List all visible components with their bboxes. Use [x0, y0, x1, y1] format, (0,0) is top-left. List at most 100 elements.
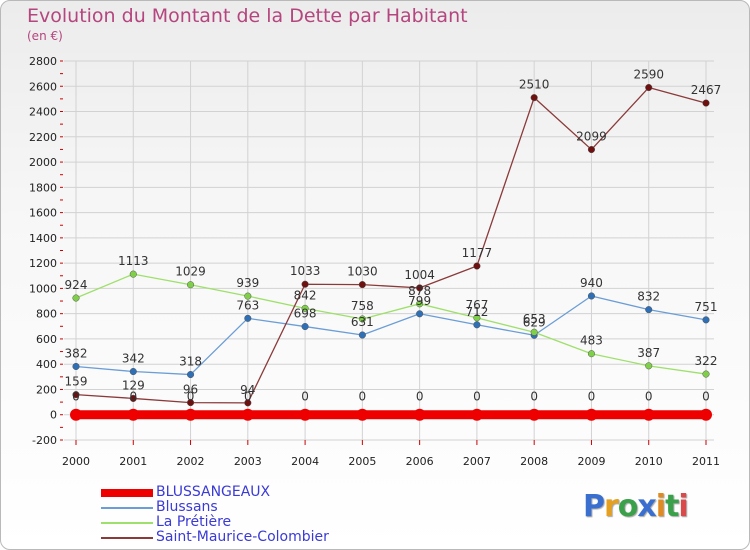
- data-point: [358, 331, 366, 339]
- y-tick-label: 2400: [29, 106, 57, 119]
- y-tick-label: 1400: [29, 232, 57, 245]
- x-tick-label: 2007: [463, 455, 491, 468]
- data-label: 1030: [347, 265, 378, 279]
- proxiti-logo: Proxiti: [583, 489, 689, 524]
- x-tick-label: 2002: [177, 455, 205, 468]
- data-point: [530, 328, 538, 336]
- data-point: [702, 370, 710, 378]
- data-point: [244, 292, 252, 300]
- data-label: 1029: [175, 265, 206, 279]
- data-point: [356, 408, 369, 421]
- chart-title: Evolution du Montant de la Dette par Hab…: [27, 5, 468, 27]
- data-label: 0: [530, 390, 538, 404]
- legend-label: Saint-Maurice-Colombier: [156, 529, 329, 545]
- data-point: [416, 284, 424, 292]
- data-label: 382: [65, 346, 88, 360]
- data-point: [301, 323, 309, 331]
- data-label: 2467: [691, 83, 722, 97]
- data-label: 2510: [519, 78, 550, 92]
- data-label: 842: [294, 288, 317, 302]
- data-point: [244, 314, 252, 322]
- y-tick-label: -200: [32, 434, 57, 447]
- data-point: [528, 408, 541, 421]
- data-label: 0: [301, 390, 309, 404]
- data-label: 0: [645, 390, 653, 404]
- data-label: 763: [236, 298, 259, 312]
- data-label: 0: [129, 390, 137, 404]
- data-point: [702, 316, 710, 324]
- series-layer: [70, 83, 712, 421]
- data-label: 939: [236, 276, 259, 290]
- logo-letter: x: [637, 489, 656, 524]
- data-point: [184, 408, 197, 421]
- data-label: 387: [637, 346, 660, 360]
- data-label: 129: [122, 378, 145, 392]
- data-label: 0: [72, 390, 80, 404]
- data-label: 767: [465, 298, 488, 312]
- data-point: [186, 399, 195, 407]
- data-label: 1113: [118, 254, 149, 268]
- x-tick-label: 2009: [577, 455, 605, 468]
- legend-swatch: [101, 537, 153, 539]
- data-label: 96: [183, 383, 198, 397]
- data-point: [127, 408, 140, 421]
- data-label: 698: [294, 307, 317, 321]
- legend-label: La Prétière: [156, 514, 232, 530]
- data-point: [358, 315, 366, 323]
- data-point: [416, 310, 424, 318]
- y-tick-label: 2800: [29, 55, 57, 68]
- logo-letter: t: [665, 489, 679, 524]
- y-tick-label: 1600: [29, 207, 57, 220]
- data-label: 940: [580, 276, 603, 290]
- data-point: [416, 300, 424, 308]
- data-label: 832: [637, 290, 660, 304]
- data-point: [470, 408, 483, 421]
- data-label: 1004: [404, 268, 435, 282]
- data-label: 0: [359, 390, 367, 404]
- y-tick-label: 400: [36, 358, 57, 371]
- logo-letter: r: [604, 489, 619, 524]
- data-label: 0: [473, 390, 481, 404]
- logo-letter: o: [617, 489, 639, 524]
- data-label: 631: [351, 315, 374, 329]
- data-point: [241, 408, 254, 421]
- data-label: 2099: [576, 130, 607, 144]
- data-label: 0: [702, 390, 710, 404]
- y-tick-label: 1200: [29, 257, 57, 270]
- data-point: [585, 408, 598, 421]
- data-point: [301, 304, 309, 312]
- label-layer: 382 342 3187636986317997126299408327519241…: [65, 68, 722, 404]
- x-tick-label: 2001: [119, 455, 147, 468]
- y-tick-label: 1000: [29, 282, 57, 295]
- logo-letter: i: [678, 489, 688, 524]
- data-point: [186, 371, 195, 379]
- data-label: 629: [523, 315, 546, 329]
- legend-swatch: [101, 489, 153, 497]
- data-point: [473, 321, 481, 329]
- data-label: 483: [580, 334, 603, 348]
- data-label: 758: [351, 299, 374, 313]
- data-label: 799: [408, 294, 431, 308]
- legend-swatch: [101, 522, 153, 524]
- data-label: 0: [416, 390, 424, 404]
- x-tick-label: 2004: [291, 455, 319, 468]
- x-tick-label: 2008: [520, 455, 548, 468]
- data-point: [587, 350, 596, 358]
- data-label: 322: [695, 354, 718, 368]
- data-point: [473, 262, 481, 270]
- data-point: [186, 281, 195, 289]
- y-tick-label: 1800: [29, 181, 57, 194]
- data-label: 924: [65, 278, 88, 292]
- grid-layer: [64, 60, 714, 441]
- data-label: 1033: [290, 264, 321, 278]
- data-label: 159: [65, 375, 88, 389]
- y-tick-label: 0: [50, 409, 57, 422]
- logo-letter: i: [655, 489, 666, 524]
- data-point: [72, 362, 80, 371]
- data-label: 0: [244, 390, 252, 404]
- legend-label: BLUSSANGEAUX: [156, 484, 271, 500]
- y-tick-label: 2200: [29, 131, 57, 144]
- legend-swatch: [101, 507, 153, 509]
- y-tick-label: 2000: [29, 156, 57, 169]
